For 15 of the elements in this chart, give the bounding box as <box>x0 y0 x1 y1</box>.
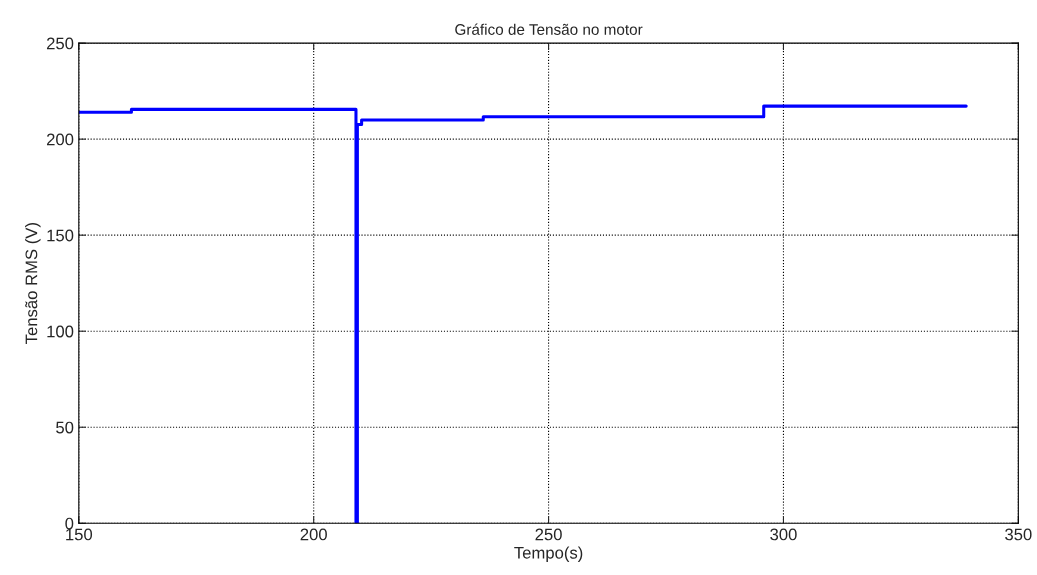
line-series <box>78 104 968 524</box>
x-tick-label: 200 <box>300 528 327 541</box>
x-tick-label: 250 <box>535 528 562 541</box>
x-tick-label: 300 <box>770 528 797 541</box>
y-tick-label: 100 <box>47 325 74 338</box>
chart-title: Gráfico de Tensão no motor <box>455 23 643 35</box>
y-tick-label: 50 <box>56 421 74 434</box>
y-tick-label: 150 <box>47 229 74 242</box>
x-tick-label: 350 <box>1005 528 1032 541</box>
x-axis-title: Tempo(s) <box>514 546 583 562</box>
y-axis-title: Tensão RMS (V) <box>25 223 41 344</box>
y-tick-label: 250 <box>46 37 74 50</box>
y-tick-label: 0 <box>65 517 74 530</box>
x-tick-label: 150 <box>66 528 93 541</box>
y-tick-label: 200 <box>46 133 74 146</box>
